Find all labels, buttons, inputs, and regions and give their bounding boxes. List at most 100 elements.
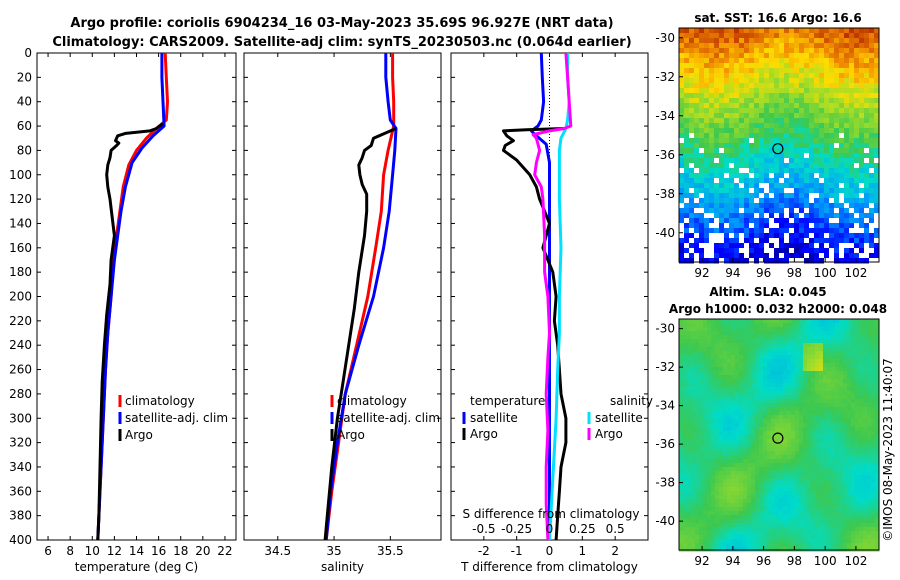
sla_map-cell — [815, 471, 820, 476]
sla_map-cell — [819, 319, 824, 324]
sst_map-cell — [679, 98, 685, 104]
sla_map-cell — [783, 363, 788, 368]
salinity-legend-label: Argo — [595, 427, 623, 441]
sla_map-cell — [751, 411, 756, 416]
sst_map-cell — [869, 63, 875, 69]
sla_map-cell — [679, 323, 684, 328]
sla_map-cell — [855, 523, 860, 528]
sla_map-cell — [727, 395, 732, 400]
sla_map-cell — [847, 383, 852, 388]
sla_map-cell — [863, 539, 868, 544]
sla_map-cell — [871, 415, 876, 420]
sla_map-cell — [759, 539, 764, 544]
sla_map-cell — [819, 459, 824, 464]
sla_map-cell — [683, 359, 688, 364]
sla_map-cell — [703, 503, 708, 508]
sla_map-cell — [747, 331, 752, 336]
sla_map-cell — [775, 347, 780, 352]
sla_map-cell — [703, 527, 708, 532]
sst_map-cell — [704, 248, 710, 254]
sst_map-cell — [844, 198, 850, 204]
sla_map-cell — [815, 343, 820, 348]
sst_map-cell — [679, 188, 685, 194]
sla_map-cell — [787, 439, 792, 444]
sst_map-cell — [864, 113, 870, 119]
sla_map-cell — [815, 407, 820, 412]
sla_map-cell — [867, 527, 872, 532]
difference-series-s-argo — [531, 53, 573, 540]
sla_map-cell — [815, 415, 820, 420]
sla_map-cell — [695, 503, 700, 508]
sla_map-cell — [795, 363, 800, 368]
sla_map-cell — [723, 483, 728, 488]
sst_map-cell — [764, 33, 770, 39]
sla_map-cell — [707, 499, 712, 504]
sla_map-cell — [711, 355, 716, 360]
sla_map-cell — [867, 447, 872, 452]
sst_map-cell — [839, 138, 845, 144]
sst_map-cell — [799, 38, 805, 44]
sla_map-cell — [739, 539, 744, 544]
sla_map-cell — [775, 451, 780, 456]
sla_map-cell — [827, 331, 832, 336]
sla_map-cell — [851, 527, 856, 532]
sla_map-cell — [735, 331, 740, 336]
sla_map-cell — [835, 351, 840, 356]
sst_map-cell — [699, 193, 705, 199]
sla_map-cell — [787, 463, 792, 468]
sla_map-cell — [775, 455, 780, 460]
sst_map-cell — [874, 53, 880, 59]
sla_map-cell — [847, 479, 852, 484]
sla_map-cell — [679, 399, 684, 404]
sst_map-cell — [739, 168, 745, 174]
sst_map-cell — [854, 143, 860, 149]
sla_map-cell — [699, 503, 704, 508]
sla_map-cell — [743, 323, 748, 328]
sla_map-cell — [811, 399, 816, 404]
sst_map-cell — [839, 243, 845, 249]
sla_map-cell — [715, 415, 720, 420]
sla_map-field — [679, 319, 880, 552]
sla_map-cell — [791, 483, 796, 488]
sst_map-cell — [754, 193, 760, 199]
sst_map-cell — [729, 48, 735, 54]
sla_map-cell — [859, 319, 864, 324]
sla_map-cell — [703, 375, 708, 380]
sst_map-cell — [759, 118, 765, 124]
sla_map-cell — [831, 411, 836, 416]
sst_map-cell — [774, 43, 780, 49]
sla_map-cell — [843, 391, 848, 396]
sla_map-cell — [755, 443, 760, 448]
sla_map-cell — [703, 363, 708, 368]
sla_map-cell — [727, 471, 732, 476]
sla_map-cell — [835, 379, 840, 384]
sla_map-cell — [695, 379, 700, 384]
sst_map-cell — [864, 188, 870, 194]
sla_map-cell — [743, 371, 748, 376]
sla_map-cell — [863, 371, 868, 376]
sst_map-cell — [869, 168, 875, 174]
sla_map-cell — [743, 487, 748, 492]
sla_map-cell — [827, 475, 832, 480]
sla_map-cell — [819, 467, 824, 472]
sla_map-cell — [859, 371, 864, 376]
sst_map-cell — [794, 148, 800, 154]
sla_map-cell — [871, 467, 876, 472]
sst_map-cell — [859, 258, 865, 264]
difference-xtick-label: -2 — [478, 544, 490, 558]
sst_map-cell — [824, 103, 830, 109]
sla_map-cell — [843, 327, 848, 332]
sst_map-cell — [739, 243, 745, 249]
sla_map-cell — [763, 483, 768, 488]
sla_map-cell — [875, 419, 880, 424]
sla_map-cell — [751, 439, 756, 444]
sst_map-cell — [739, 58, 745, 64]
sla_map-cell — [735, 415, 740, 420]
sst_map-cell — [859, 93, 865, 99]
sla_map-cell — [831, 435, 836, 440]
sla_map-cell — [755, 439, 760, 444]
sst_map-cell — [749, 178, 755, 184]
sla_map-cell — [763, 463, 768, 468]
sst_map-cell — [704, 43, 710, 49]
sla_map-cell — [867, 347, 872, 352]
